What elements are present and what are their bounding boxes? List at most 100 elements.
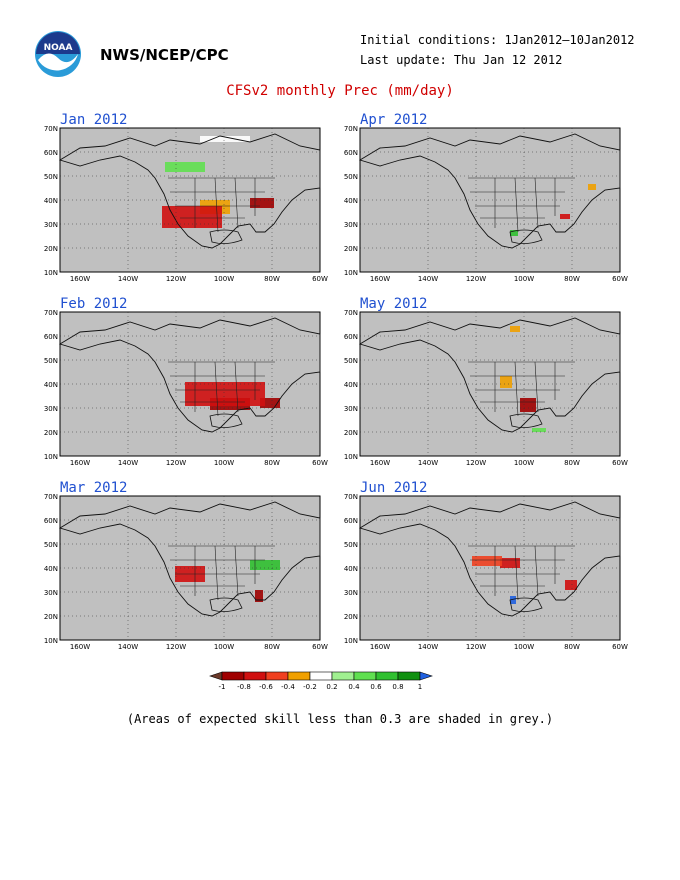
colorbar-swatch	[265, 671, 289, 681]
lat-tick-label: 40N	[344, 197, 358, 205]
lon-tick-label: 80W	[264, 459, 280, 467]
lat-tick-label: 40N	[344, 381, 358, 389]
lon-tick-label: 80W	[264, 275, 280, 283]
state-borders	[168, 361, 275, 417]
lat-tick-label: 10N	[44, 637, 58, 645]
colorbar-label: 1	[418, 683, 422, 691]
lon-tick-label: 80W	[564, 275, 580, 283]
lon-tick-label: 120W	[466, 275, 486, 283]
lon-tick-label: 160W	[370, 275, 390, 283]
lat-tick-label: 10N	[344, 453, 358, 461]
lat-tick-label: 40N	[44, 381, 58, 389]
lon-tick-label: 80W	[264, 643, 280, 651]
precip-map: 70N 60N 50N 40N 30N 20N 10N 160W 140W 120W 100W 80W…	[44, 494, 328, 651]
graticule	[360, 496, 620, 640]
coastline	[358, 133, 621, 249]
lon-tick-label: 140W	[418, 643, 438, 651]
lon-tick-label: 120W	[166, 275, 186, 283]
anomaly-region	[200, 136, 250, 142]
anomaly-region	[500, 558, 520, 568]
map-panel: Apr 2012 70N 60N 50N 40N 30N 20N 10N 160W 140W 120…	[340, 112, 640, 290]
panel-title: Mar 2012	[60, 480, 128, 496]
colorbar-label: -0.8	[237, 683, 251, 691]
anomaly-region	[260, 398, 280, 408]
lat-tick-label: 50N	[344, 541, 358, 549]
lat-tick-label: 20N	[44, 429, 58, 437]
precip-map: 70N 60N 50N 40N 30N 20N 10N 160W 140W 120W 100W 80W…	[44, 126, 328, 283]
lat-tick-label: 30N	[344, 405, 358, 413]
lon-tick-label: 100W	[514, 459, 534, 467]
colorbar-swatch	[331, 671, 355, 681]
anomaly-region	[250, 560, 280, 570]
lon-tick-label: 60W	[612, 275, 628, 283]
state-borders	[168, 177, 275, 233]
colorbar-label: 0.2	[326, 683, 337, 691]
gulf-coast	[209, 229, 243, 244]
colorbar-arrow-low	[209, 671, 223, 681]
lat-tick-label: 60N	[44, 333, 58, 341]
lon-tick-label: 120W	[166, 643, 186, 651]
lat-tick-label: 50N	[344, 357, 358, 365]
lon-tick-label: 120W	[466, 643, 486, 651]
lat-tick-label: 50N	[44, 541, 58, 549]
map-panel: Mar 2012 70N 60N 50N 40N 30N 20N 10N 160W 140W 120…	[40, 480, 340, 658]
colorbar-swatch	[309, 671, 333, 681]
lon-tick-label: 120W	[466, 459, 486, 467]
lat-tick-label: 20N	[344, 613, 358, 621]
panel-title: Jun 2012	[360, 480, 428, 496]
precip-map: 70N 60N 50N 40N 30N 20N 10N 160W 140W 120W 100W 80W…	[44, 310, 328, 467]
noaa-logo-icon: NOAA	[35, 31, 81, 77]
anomaly-region	[532, 428, 546, 432]
anomaly-region	[510, 326, 520, 332]
svg-text:NOAA: NOAA	[44, 43, 73, 53]
initial-conditions: Initial conditions: 1Jan2012–10Jan2012	[360, 33, 635, 47]
lon-tick-label: 60W	[312, 275, 328, 283]
anomaly-region	[250, 198, 274, 208]
lat-tick-label: 50N	[44, 173, 58, 181]
gulf-coast	[209, 413, 243, 428]
lat-tick-label: 40N	[44, 565, 58, 573]
precip-map: 70N 60N 50N 40N 30N 20N 10N 160W 140W 120W 100W 80W…	[344, 494, 628, 651]
colorbar-arrow-high	[419, 671, 433, 681]
lat-tick-label: 70N	[344, 494, 358, 501]
lat-tick-label: 50N	[44, 357, 58, 365]
graticule	[60, 496, 320, 640]
anomaly-region	[565, 580, 577, 590]
anomaly-region	[165, 162, 205, 172]
colorbar-label: 0.4	[348, 683, 360, 691]
colorbar: -1 -0.8 -0.6 -0.4 -0.2 0.2 0.4 0.6 0.8 1	[209, 671, 433, 691]
lat-tick-label: 20N	[44, 613, 58, 621]
state-borders	[468, 361, 575, 417]
coastline	[358, 501, 621, 617]
map-panel: Jun 2012 70N 60N 50N 40N 30N 20N 10N 160W 140W 120…	[340, 480, 640, 658]
colorbar-label: 0.6	[370, 683, 382, 691]
lon-tick-label: 100W	[214, 459, 234, 467]
coastline	[358, 317, 621, 433]
anomaly-region	[255, 590, 263, 602]
colorbar-label: -0.2	[303, 683, 317, 691]
lat-tick-label: 30N	[44, 405, 58, 413]
graticule	[60, 312, 320, 456]
lat-tick-label: 30N	[44, 221, 58, 229]
lon-tick-label: 80W	[564, 459, 580, 467]
coastline	[58, 501, 321, 617]
last-update: Last update: Thu Jan 12 2012	[360, 53, 563, 67]
lat-tick-label: 10N	[344, 637, 358, 645]
lat-tick-label: 70N	[44, 494, 58, 501]
lon-tick-label: 100W	[214, 275, 234, 283]
graticule	[360, 312, 620, 456]
anomaly-region	[510, 596, 516, 604]
anomaly-region	[520, 398, 536, 412]
anomaly-region	[588, 184, 596, 190]
panel-title: Apr 2012	[360, 112, 428, 128]
precip-map: 70N 60N 50N 40N 30N 20N 10N 160W 140W 120W 100W 80W…	[344, 310, 628, 467]
agency-name: NWS/NCEP/CPC	[100, 46, 229, 64]
anomaly-region	[472, 556, 502, 566]
anomaly-region	[162, 206, 222, 228]
anomaly-region	[560, 214, 570, 219]
coastline	[58, 133, 321, 249]
lon-tick-label: 100W	[514, 643, 534, 651]
colorbar-swatch	[221, 671, 245, 681]
lon-tick-label: 100W	[214, 643, 234, 651]
footnote: (Areas of expected skill less than 0.3 a…	[126, 712, 554, 726]
